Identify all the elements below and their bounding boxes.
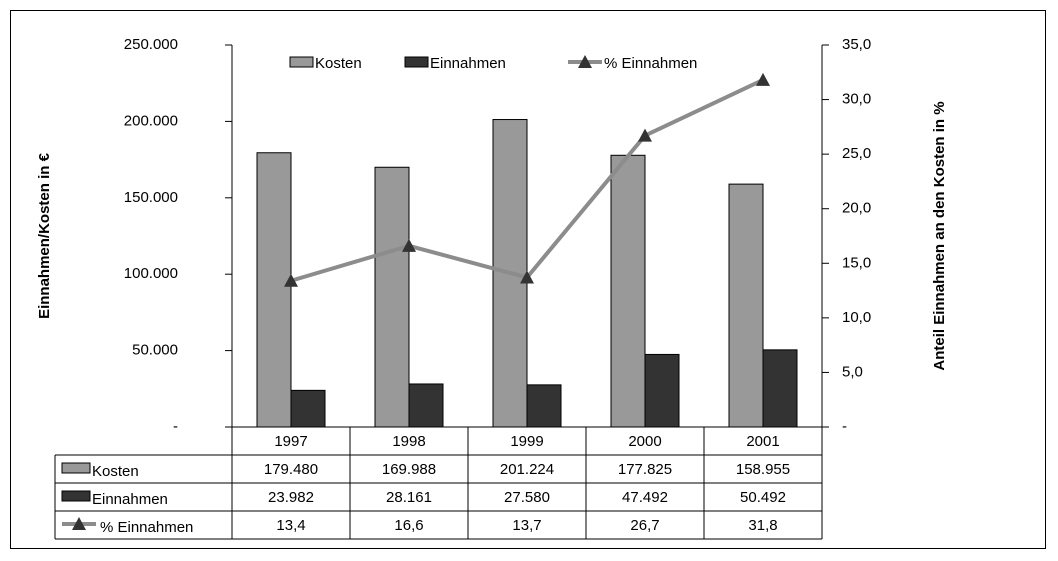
- y2-tick-label: 15,0: [842, 254, 871, 271]
- y2-tick-label: 25,0: [842, 145, 871, 162]
- table-cell: 26,7: [630, 517, 659, 534]
- table-cell: 169.988: [382, 461, 436, 478]
- table-cell: 47.492: [622, 489, 668, 506]
- legend-key: [404, 56, 429, 68]
- legend-marker: [72, 517, 86, 530]
- bar: [374, 166, 410, 428]
- legend-label: Kosten: [315, 55, 362, 72]
- table-cell: 16,6: [394, 517, 423, 534]
- y2-axis-title: Anteil Einnahmen an den Kosten in %: [931, 101, 948, 370]
- line-marker: [756, 72, 770, 86]
- bar: [644, 353, 680, 428]
- table-cell: 13,4: [276, 517, 305, 534]
- line-marker: [638, 128, 652, 142]
- table-cell: 27.580: [504, 489, 550, 506]
- y2-tick-label: -: [842, 418, 847, 435]
- table-cell: 31,8: [748, 517, 777, 534]
- bar: [256, 152, 292, 428]
- line-marker: [402, 238, 416, 252]
- x-tick-label: 1998: [392, 433, 425, 450]
- y-tick-label: 100.000: [124, 265, 178, 282]
- table-cell: 177.825: [618, 461, 672, 478]
- table-cell: 23.982: [268, 489, 314, 506]
- table-row-label: % Einnahmen: [100, 519, 193, 536]
- y-tick-label: 250.000: [124, 36, 178, 53]
- table-cell: 179.480: [264, 461, 318, 478]
- y2-tick-label: 10,0: [842, 309, 871, 326]
- bar: [526, 384, 562, 428]
- legend-label: Einnahmen: [430, 55, 506, 72]
- y-tick-label: 50.000: [132, 342, 178, 359]
- legend-label: % Einnahmen: [604, 55, 697, 72]
- bar: [762, 349, 798, 428]
- bar: [728, 183, 764, 428]
- legend-key: [61, 462, 91, 474]
- y-tick-label: -: [173, 418, 178, 435]
- line-marker: [520, 270, 534, 284]
- line-marker: [284, 273, 298, 287]
- legend-marker: [578, 55, 592, 68]
- y2-tick-label: 35,0: [842, 36, 871, 53]
- table-cell: 201.224: [500, 461, 554, 478]
- y2-tick-label: 30,0: [842, 91, 871, 108]
- x-tick-label: 2001: [746, 433, 779, 450]
- bar: [610, 154, 646, 428]
- table-row-label: Einnahmen: [92, 491, 168, 508]
- y2-tick-label: 20,0: [842, 200, 871, 217]
- y2-tick-label: 5,0: [842, 363, 863, 380]
- y-tick-label: 200.000: [124, 112, 178, 129]
- legend-key: [289, 56, 314, 68]
- bar: [290, 389, 326, 428]
- table-cell: 158.955: [736, 461, 790, 478]
- bar: [408, 383, 444, 428]
- y-axis-title: Einnahmen/Kosten in €: [36, 152, 53, 319]
- table-cell: 50.492: [740, 489, 786, 506]
- y-tick-label: 150.000: [124, 189, 178, 206]
- table-row-label: Kosten: [92, 463, 139, 480]
- x-tick-label: 1997: [274, 433, 307, 450]
- x-tick-label: 1999: [510, 433, 543, 450]
- table-cell: 13,7: [512, 517, 541, 534]
- legend-key: [61, 490, 91, 502]
- x-tick-label: 2000: [628, 433, 661, 450]
- chart-frame: [10, 10, 1046, 549]
- table-cell: 28.161: [386, 489, 432, 506]
